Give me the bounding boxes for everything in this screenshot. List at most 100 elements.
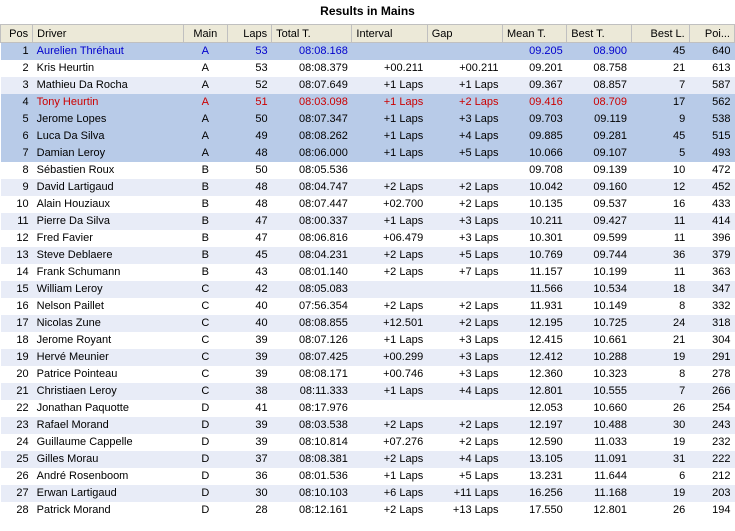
cell-mean: 10.066 — [503, 145, 567, 162]
cell-driver: Aurelien Thréhaut — [33, 43, 184, 60]
table-row[interactable]: 23Rafael MorandD3908:03.538+2 Laps+2 Lap… — [1, 417, 735, 434]
cell-total: 08:10.814 — [272, 434, 352, 451]
cell-laps: 45 — [227, 247, 271, 264]
cell-total: 08:11.333 — [272, 383, 352, 400]
table-row[interactable]: 7Damian LeroyA4808:06.000+1 Laps+5 Laps1… — [1, 145, 735, 162]
table-row[interactable]: 12Fred FavierB4708:06.816+06.479+3 Laps1… — [1, 230, 735, 247]
table-row[interactable]: 8Sébastien RouxB5008:05.53609.70809.1391… — [1, 162, 735, 179]
cell-interval: +06.479 — [352, 230, 427, 247]
cell-bestlap: 11 — [631, 230, 689, 247]
col-interval[interactable]: Interval — [352, 25, 427, 43]
cell-main: C — [183, 383, 227, 400]
cell-points: 414 — [689, 213, 734, 230]
cell-points: 212 — [689, 468, 734, 485]
col-best[interactable]: Best T. — [567, 25, 631, 43]
cell-main: C — [183, 281, 227, 298]
table-row[interactable]: 22Jonathan PaquotteD4108:17.97612.05310.… — [1, 400, 735, 417]
cell-best: 09.599 — [567, 230, 631, 247]
cell-total: 08:07.126 — [272, 332, 352, 349]
cell-interval: +1 Laps — [352, 213, 427, 230]
cell-pos: 20 — [1, 366, 33, 383]
cell-total: 08:06.000 — [272, 145, 352, 162]
cell-gap: +3 Laps — [427, 230, 502, 247]
cell-points: 203 — [689, 485, 734, 502]
cell-pos: 26 — [1, 468, 33, 485]
table-row[interactable]: 16Nelson PailletC4007:56.354+2 Laps+2 La… — [1, 298, 735, 315]
cell-points: 640 — [689, 43, 734, 60]
cell-driver: Gilles Morau — [33, 451, 184, 468]
cell-total: 08:10.103 — [272, 485, 352, 502]
col-mean[interactable]: Mean T. — [503, 25, 567, 43]
col-laps[interactable]: Laps — [227, 25, 271, 43]
cell-bestlap: 21 — [631, 332, 689, 349]
cell-laps: 39 — [227, 434, 271, 451]
table-row[interactable]: 15William LeroyC4208:05.08311.56610.5341… — [1, 281, 735, 298]
cell-bestlap: 45 — [631, 43, 689, 60]
cell-driver: Steve Deblaere — [33, 247, 184, 264]
cell-pos: 1 — [1, 43, 33, 60]
table-row[interactable]: 24Guillaume CappelleD3908:10.814+07.276+… — [1, 434, 735, 451]
table-row[interactable]: 21Christiaen LeroyC3808:11.333+1 Laps+4 … — [1, 383, 735, 400]
cell-total: 08:08.379 — [272, 60, 352, 77]
table-row[interactable]: 13Steve DeblaereB4508:04.231+2 Laps+5 La… — [1, 247, 735, 264]
cell-laps: 40 — [227, 315, 271, 332]
col-pos[interactable]: Pos — [1, 25, 33, 43]
cell-total: 08:03.098 — [272, 94, 352, 111]
table-row[interactable]: 27Erwan LartigaudD3008:10.103+6 Laps+11 … — [1, 485, 735, 502]
cell-laps: 48 — [227, 179, 271, 196]
cell-main: D — [183, 468, 227, 485]
table-row[interactable]: 1Aurelien ThréhautA5308:08.16809.20508.9… — [1, 43, 735, 60]
table-row[interactable]: 14Frank SchumannB4308:01.140+2 Laps+7 La… — [1, 264, 735, 281]
cell-total: 08:08.381 — [272, 451, 352, 468]
cell-mean: 10.301 — [503, 230, 567, 247]
table-row[interactable]: 6Luca Da SilvaA4908:08.262+1 Laps+4 Laps… — [1, 128, 735, 145]
cell-best: 11.091 — [567, 451, 631, 468]
window-title: Results in Mains — [0, 0, 735, 24]
table-row[interactable]: 20Patrice PointeauC3908:08.171+00.746+3 … — [1, 366, 735, 383]
cell-mean: 10.042 — [503, 179, 567, 196]
cell-laps: 28 — [227, 502, 271, 519]
col-total[interactable]: Total T. — [272, 25, 352, 43]
cell-laps: 48 — [227, 145, 271, 162]
cell-best: 09.281 — [567, 128, 631, 145]
cell-gap: +2 Laps — [427, 298, 502, 315]
table-row[interactable]: 4Tony HeurtinA5108:03.098+1 Laps+2 Laps0… — [1, 94, 735, 111]
cell-mean: 09.416 — [503, 94, 567, 111]
cell-interval: +1 Laps — [352, 383, 427, 400]
cell-gap: +5 Laps — [427, 247, 502, 264]
cell-pos: 23 — [1, 417, 33, 434]
col-bestlap[interactable]: Best L. — [631, 25, 689, 43]
table-row[interactable]: 11Pierre Da SilvaB4708:00.337+1 Laps+3 L… — [1, 213, 735, 230]
cell-gap: +5 Laps — [427, 145, 502, 162]
table-row[interactable]: 2Kris HeurtinA5308:08.379+00.211+00.2110… — [1, 60, 735, 77]
cell-total: 08:17.976 — [272, 400, 352, 417]
table-row[interactable]: 10Alain HouziauxB4808:07.447+02.700+2 La… — [1, 196, 735, 213]
cell-main: C — [183, 349, 227, 366]
table-row[interactable]: 9David LartigaudB4808:04.747+2 Laps+2 La… — [1, 179, 735, 196]
table-row[interactable]: 18Jerome RoyantC3908:07.126+1 Laps+3 Lap… — [1, 332, 735, 349]
col-driver[interactable]: Driver — [33, 25, 184, 43]
table-row[interactable]: 26André RosenboomD3608:01.536+1 Laps+5 L… — [1, 468, 735, 485]
col-points[interactable]: Poi... — [689, 25, 734, 43]
table-row[interactable]: 19Hervé MeunierC3908:07.425+00.299+3 Lap… — [1, 349, 735, 366]
table-row[interactable]: 5Jerome LopesA5008:07.347+1 Laps+3 Laps0… — [1, 111, 735, 128]
cell-main: A — [183, 111, 227, 128]
cell-mean: 10.135 — [503, 196, 567, 213]
table-row[interactable]: 28Patrick MorandD2808:12.161+2 Laps+13 L… — [1, 502, 735, 519]
cell-best: 11.644 — [567, 468, 631, 485]
table-row[interactable]: 3Mathieu Da RochaA5208:07.649+1 Laps+1 L… — [1, 77, 735, 94]
cell-driver: Luca Da Silva — [33, 128, 184, 145]
table-row[interactable]: 25Gilles MorauD3708:08.381+2 Laps+4 Laps… — [1, 451, 735, 468]
col-main[interactable]: Main — [183, 25, 227, 43]
cell-laps: 51 — [227, 94, 271, 111]
col-gap[interactable]: Gap — [427, 25, 502, 43]
cell-laps: 47 — [227, 213, 271, 230]
cell-points: 433 — [689, 196, 734, 213]
cell-total: 08:08.855 — [272, 315, 352, 332]
cell-best: 12.801 — [567, 502, 631, 519]
cell-total: 08:03.538 — [272, 417, 352, 434]
cell-mean: 09.205 — [503, 43, 567, 60]
cell-points: 452 — [689, 179, 734, 196]
table-row[interactable]: 17Nicolas ZuneC4008:08.855+12.501+2 Laps… — [1, 315, 735, 332]
cell-points: 291 — [689, 349, 734, 366]
